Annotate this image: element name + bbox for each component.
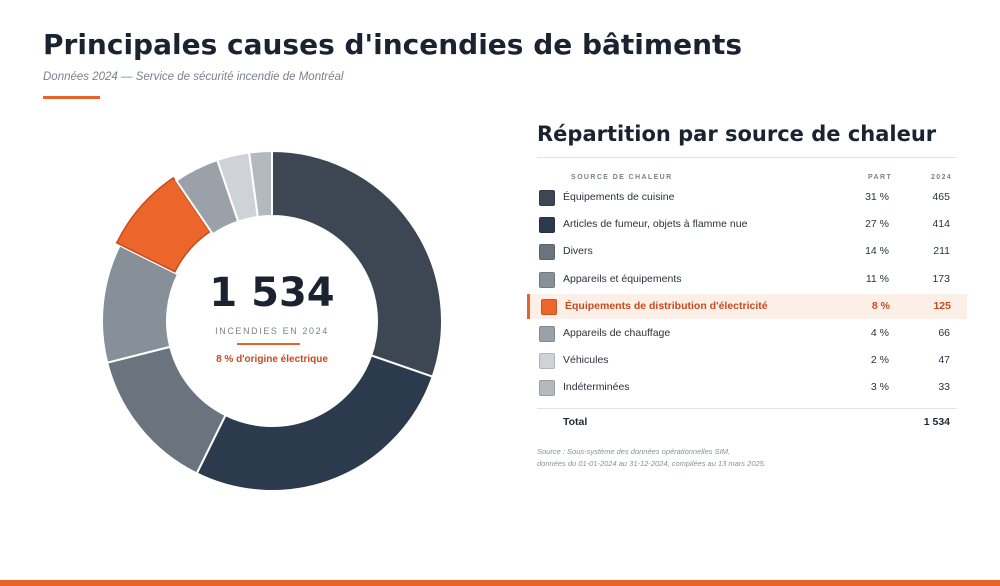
donut-slice[interactable]: [271, 149, 443, 378]
row-label: Articles de fumeur, objets à flamme nue: [563, 218, 748, 231]
row-value: 173: [932, 272, 950, 285]
table-row[interactable]: Articles de fumeur, objets à flamme nue …: [528, 212, 966, 237]
row-part: 4 %: [870, 327, 889, 339]
donut-chart: [101, 149, 443, 492]
row-label: Appareils de chauffage: [563, 327, 671, 339]
donut-slice[interactable]: [195, 354, 434, 492]
row-part: 2 %: [870, 354, 889, 367]
row-label: Divers: [563, 245, 593, 258]
table-row[interactable]: Appareils et équipements 11 % 173: [528, 267, 966, 292]
row-value: 47: [938, 354, 950, 367]
row-value: 465: [932, 191, 950, 203]
page-subtitle: Données 2024 — Service de sécurité incen…: [43, 71, 344, 83]
row-label: Véhicules: [563, 354, 609, 367]
center-total: 1 534: [209, 270, 335, 316]
row-part: 31 %: [865, 191, 889, 203]
legend-swatch: [539, 244, 555, 261]
legend-swatch: [539, 190, 555, 206]
title-accent-line: [43, 96, 100, 99]
header-year: 2024: [931, 174, 953, 181]
center-label: INCENDIES EN 2024: [215, 326, 329, 336]
donut-slice[interactable]: [247, 149, 273, 219]
table-row[interactable]: Équipements de cuisine 31 % 465: [528, 185, 966, 210]
row-label: Équipements de distribution d'électricit…: [565, 299, 768, 312]
header-source: SOURCE DE CHALEUR: [571, 174, 673, 181]
legend-swatch: [541, 298, 557, 315]
table-top-rule: [537, 157, 957, 158]
table-row[interactable]: Équipements de distribution d'électricit…: [527, 293, 967, 319]
center-note: 8 % d'origine électrique: [216, 354, 328, 365]
table-row[interactable]: Véhicules 2 % 47: [528, 348, 966, 373]
source-note: Source : Sous-système des données opérat…: [537, 446, 766, 470]
table-row[interactable]: Divers 14 % 211: [528, 239, 966, 264]
table-total-rule: [537, 408, 957, 409]
legend-swatch: [539, 326, 555, 342]
source-line-1: Source : Sous-système des données opérat…: [537, 447, 731, 456]
donut-slice[interactable]: [101, 244, 180, 364]
center-divider: [237, 343, 300, 345]
header-part: PART: [868, 174, 893, 181]
bottom-accent-bar: [0, 580, 1000, 586]
legend-swatch: [539, 271, 555, 288]
row-value: 33: [938, 381, 950, 394]
source-line-2: données du 01-01-2024 au 31-12-2024, com…: [537, 459, 766, 468]
row-label: Indéterminées: [563, 381, 630, 394]
row-value: 66: [938, 327, 950, 339]
legend-swatch: [539, 353, 555, 370]
row-part: 14 %: [865, 245, 889, 258]
table-title: Répartition par source de chaleur: [537, 122, 937, 146]
row-label: Équipements de cuisine: [563, 191, 675, 203]
legend-swatch: [539, 380, 555, 397]
page-title: Principales causes d'incendies de bâtime…: [43, 28, 743, 61]
row-value: 125: [933, 299, 951, 312]
row-part: 11 %: [865, 272, 889, 285]
table-row[interactable]: Appareils de chauffage 4 % 66: [528, 321, 966, 346]
row-label: Appareils et équipements: [563, 272, 682, 285]
donut-slice[interactable]: [115, 176, 211, 273]
row-value: 211: [933, 245, 950, 258]
table-row[interactable]: Indéterminées 3 % 33: [528, 375, 966, 400]
row-part: 27 %: [865, 218, 889, 231]
total-value: 1 534: [923, 416, 950, 428]
row-part: 3 %: [870, 381, 889, 394]
legend-swatch: [539, 217, 555, 234]
row-value: 414: [932, 218, 950, 231]
row-part: 8 %: [871, 299, 890, 312]
total-label: Total: [563, 416, 588, 428]
